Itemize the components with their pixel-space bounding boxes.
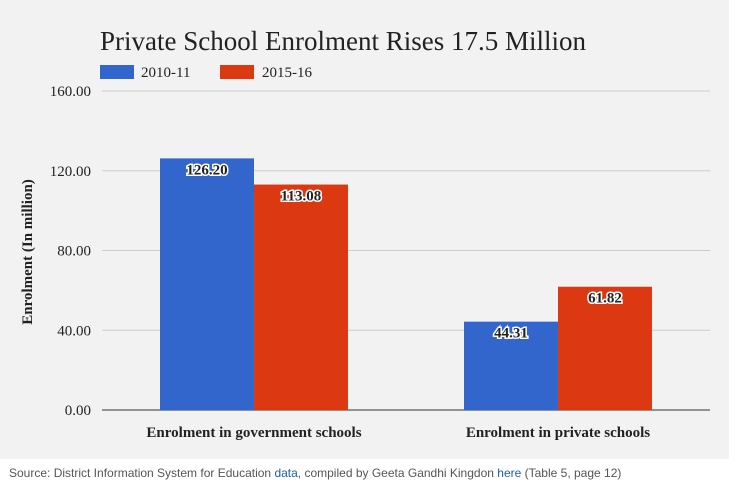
legend: 2010-11 2015-16	[100, 65, 312, 81]
data-label: 44.31	[494, 326, 528, 342]
source-here-link[interactable]: here	[497, 466, 522, 480]
bar-2010-11-1	[464, 321, 558, 410]
source-suffix: (Table 5, page 12)	[521, 466, 622, 480]
x-tick-label: Enrolment in government schools	[146, 425, 361, 441]
y-axis-label: Enrolment (In million)	[20, 179, 36, 325]
source-note: Source: District Information System for …	[9, 466, 621, 480]
source-prefix: Source: District Information System for …	[9, 466, 275, 480]
y-tick-label: 80.00	[57, 244, 91, 260]
legend-swatch-2010-11	[100, 65, 134, 79]
data-labels: 126.20 113.08 44.31 61.82	[185, 161, 624, 343]
legend-swatch-2015-16	[220, 65, 254, 79]
source-data-link[interactable]: data	[274, 466, 298, 480]
x-tick-label: Enrolment in private schools	[466, 425, 650, 441]
y-tick-label: 0.00	[65, 403, 91, 419]
bar-2010-11-0	[160, 158, 254, 410]
chart-title: Private School Enrolment Rises 17.5 Mill…	[100, 26, 586, 56]
y-tick-label: 40.00	[57, 323, 91, 339]
data-label: 126.20	[186, 162, 227, 178]
y-tick-label: 120.00	[50, 164, 91, 180]
legend-label-2015-16: 2015-16	[262, 65, 312, 81]
x-tick-labels: Enrolment in government schools Enrolment…	[146, 425, 650, 441]
source-middle: , compiled by Geeta Gandhi Kingdon	[297, 466, 498, 480]
chart-panel: Private School Enrolment Rises 17.5 Mill…	[0, 0, 729, 459]
data-label: 113.08	[281, 189, 321, 205]
bar-chart: Private School Enrolment Rises 17.5 Mill…	[20, 26, 710, 441]
data-label: 61.82	[588, 291, 622, 307]
bars	[160, 158, 652, 410]
bar-2015-16-0	[254, 184, 348, 410]
bar-2015-16-1	[558, 286, 652, 410]
y-tick-labels: 0.00 40.00 80.00 120.00 160.00	[50, 84, 91, 419]
y-tick-label: 160.00	[50, 84, 91, 100]
legend-label-2010-11: 2010-11	[141, 65, 190, 81]
